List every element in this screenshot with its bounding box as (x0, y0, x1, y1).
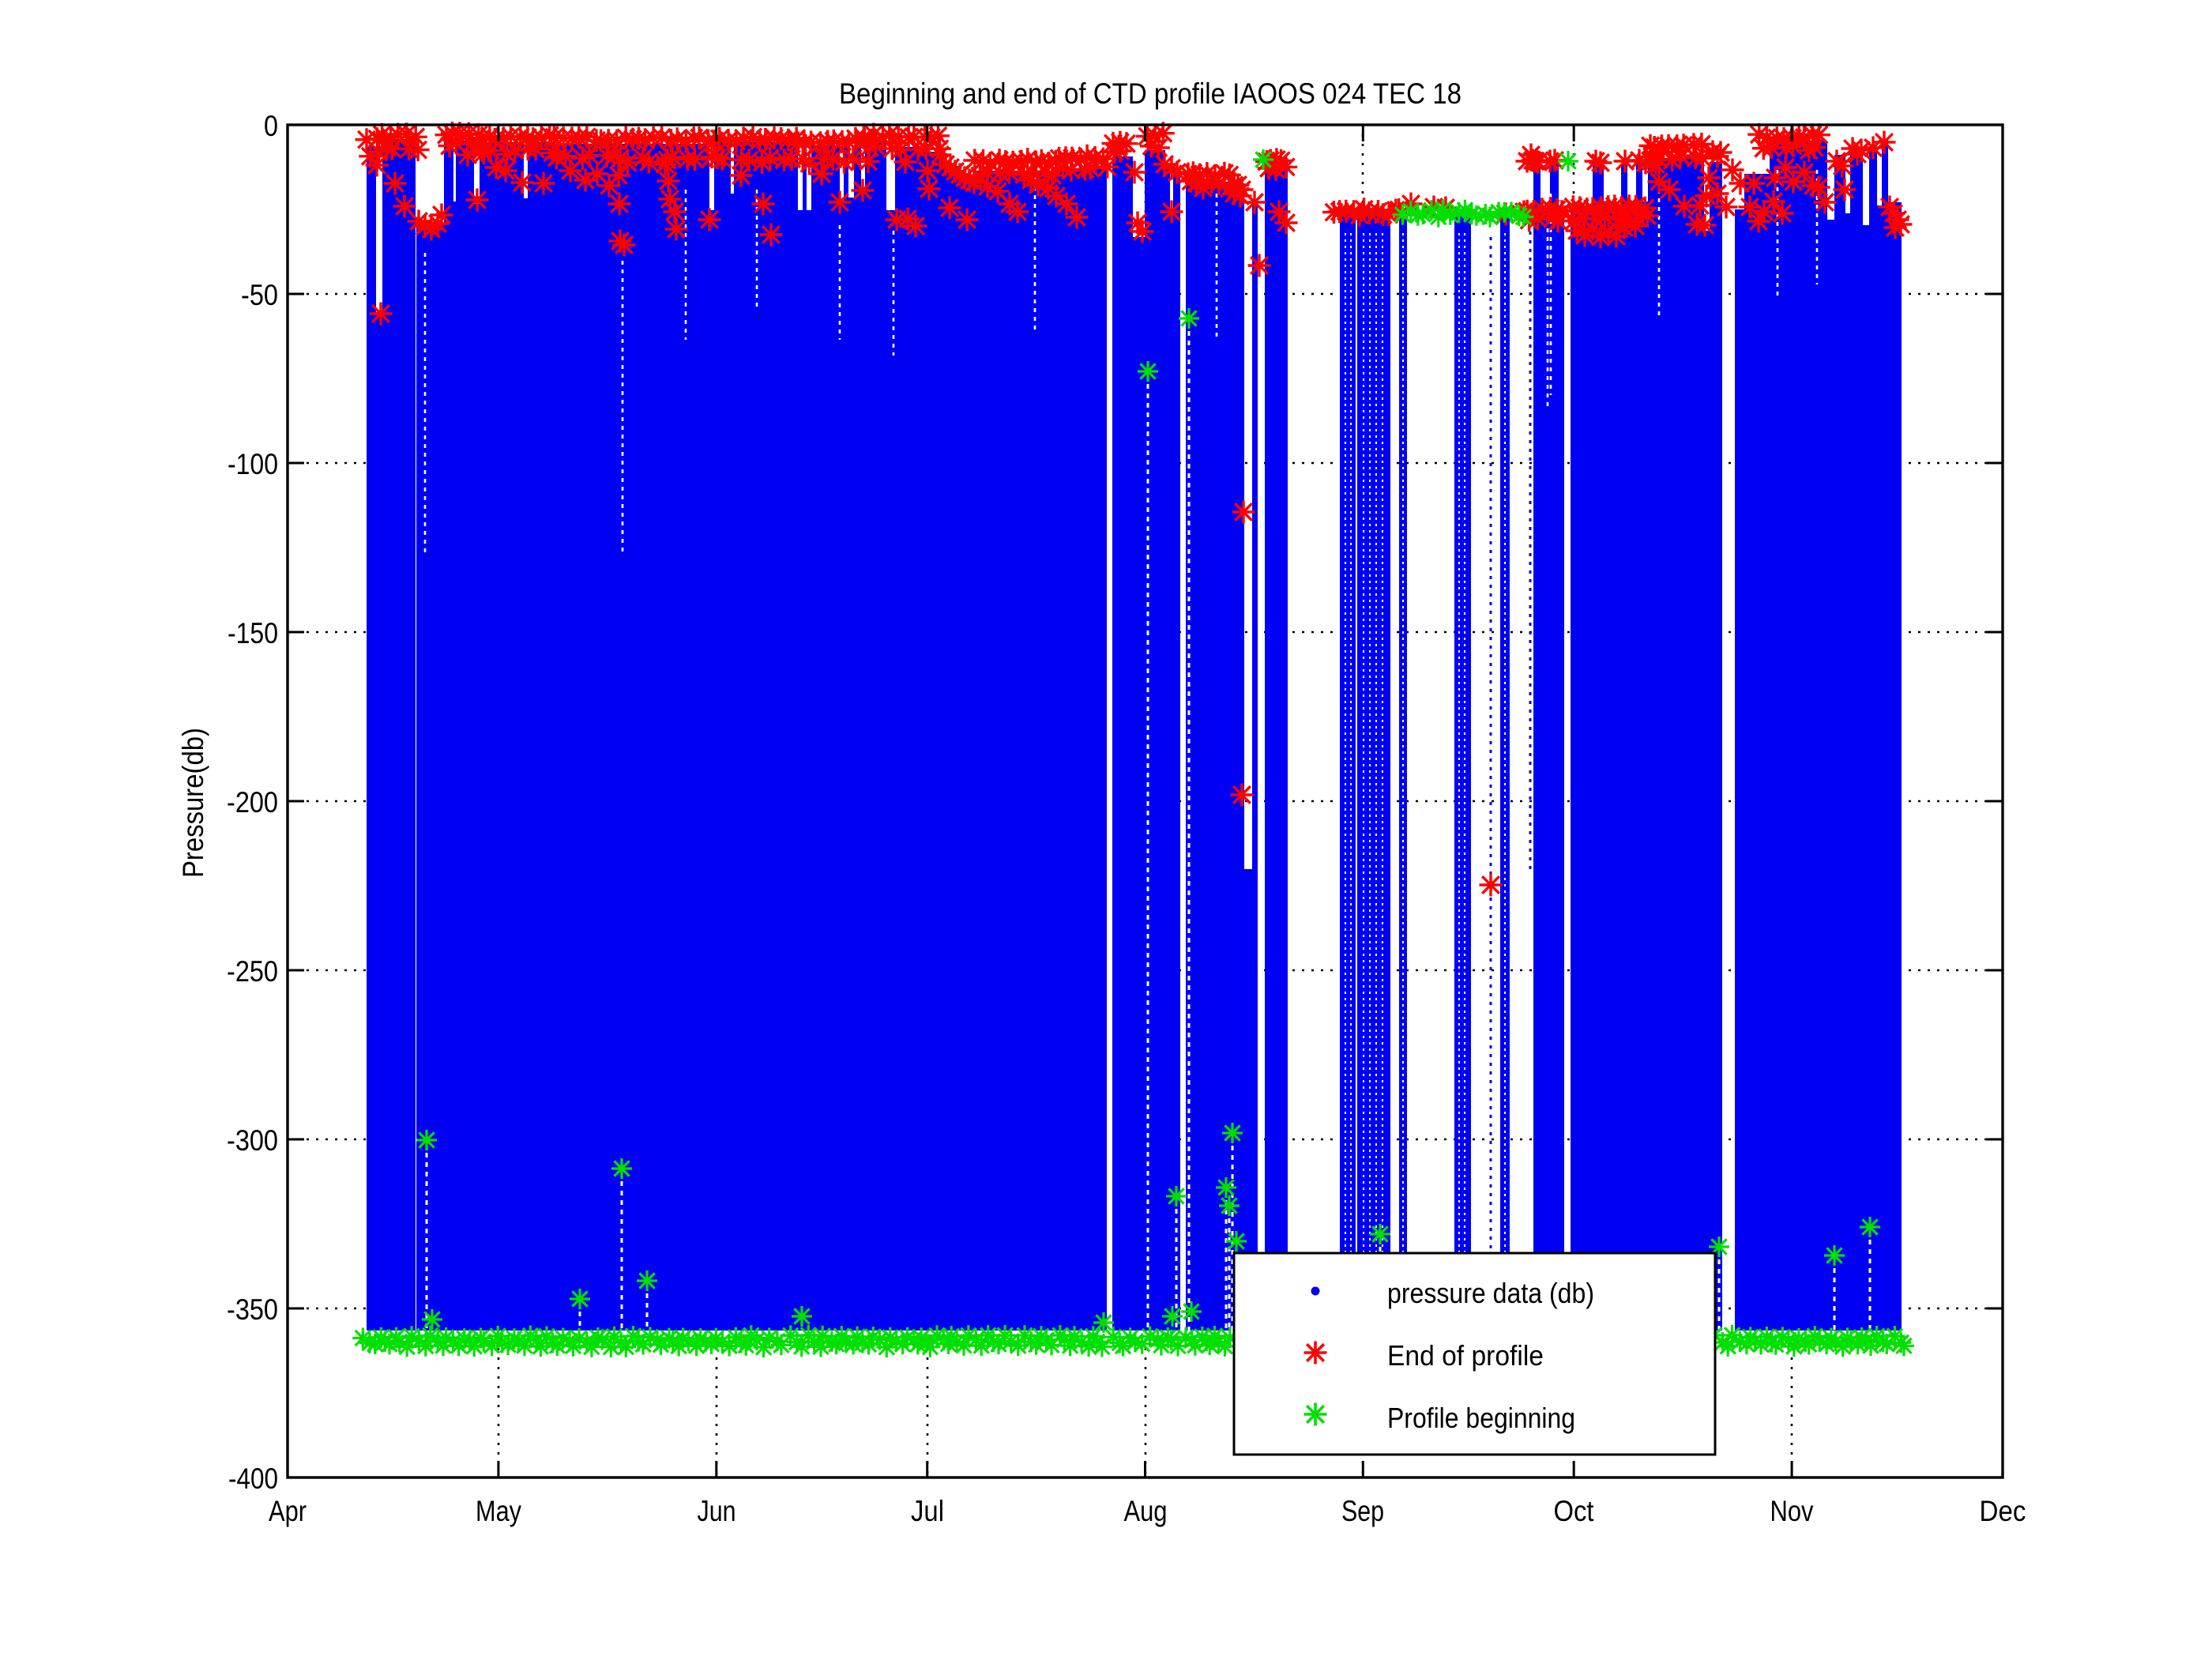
svg-text:Apr: Apr (269, 1495, 307, 1527)
svg-text:-200: -200 (227, 786, 278, 819)
svg-text:Nov: Nov (1770, 1495, 1814, 1527)
svg-text:pressure data (db): pressure data (db) (1387, 1277, 1594, 1309)
svg-text:End of profile: End of profile (1387, 1339, 1544, 1372)
svg-text:Jun: Jun (698, 1495, 736, 1527)
svg-text:-50: -50 (241, 279, 278, 311)
svg-text:Jul: Jul (911, 1495, 944, 1527)
svg-text:Profile beginning: Profile beginning (1387, 1402, 1575, 1434)
svg-text:Beginning and end of CTD profi: Beginning and end of CTD profile IAOOS 0… (839, 77, 1462, 110)
svg-text:Dec: Dec (1980, 1495, 2026, 1527)
svg-text:Sep: Sep (1341, 1495, 1384, 1527)
svg-text:May: May (476, 1495, 521, 1527)
svg-text:-300: -300 (227, 1124, 278, 1157)
svg-text:-400: -400 (228, 1462, 278, 1495)
svg-text:-250: -250 (227, 955, 278, 988)
svg-text:0: 0 (264, 110, 278, 142)
svg-text:Oct: Oct (1554, 1495, 1595, 1527)
svg-text:Pressure(db): Pressure(db) (177, 728, 209, 878)
svg-text:Aug: Aug (1124, 1495, 1168, 1527)
svg-text:-150: -150 (228, 617, 278, 649)
svg-text:-350: -350 (227, 1293, 278, 1326)
svg-text:-100: -100 (228, 448, 278, 480)
